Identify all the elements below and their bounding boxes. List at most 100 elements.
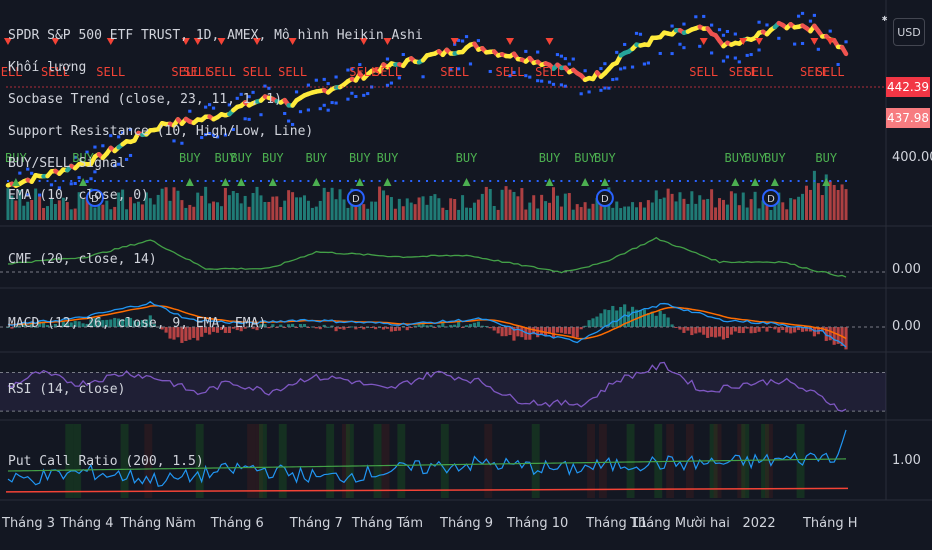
buy-label: BUY — [230, 151, 252, 165]
support-mark — [385, 83, 390, 87]
volume-bar — [654, 190, 658, 220]
band-mark — [560, 180, 563, 182]
support-mark — [290, 122, 295, 126]
volume-bar — [370, 201, 374, 220]
sell-arrow — [359, 38, 368, 45]
resistance-mark — [117, 135, 121, 139]
resistance-mark — [93, 145, 97, 149]
resistance-mark — [757, 20, 761, 24]
pcr-highlight — [144, 424, 153, 498]
band-mark — [220, 180, 223, 182]
volume-bar — [255, 186, 259, 220]
volume-bar — [97, 200, 101, 220]
band-mark — [62, 180, 65, 182]
resistance-mark — [812, 13, 816, 17]
macd-histogram-bar — [777, 327, 781, 333]
macd-histogram-bar — [255, 327, 259, 331]
currency-button[interactable]: USD — [893, 18, 925, 46]
support-mark — [49, 183, 54, 187]
support-mark — [421, 75, 425, 79]
macd-histogram-bar — [334, 327, 338, 332]
resistance-mark — [623, 42, 627, 46]
macd-histogram-bar — [824, 327, 828, 341]
macd-histogram-bar — [271, 324, 275, 327]
band-mark — [6, 180, 9, 182]
macd-histogram-bar — [713, 327, 718, 338]
support-mark — [615, 77, 619, 81]
support-mark — [623, 66, 627, 70]
volume-bar — [148, 198, 152, 220]
macd-histogram-bar — [89, 319, 93, 327]
band-mark — [259, 180, 262, 182]
volume-bar — [801, 193, 805, 220]
macd-histogram-bar — [105, 319, 109, 327]
volume-bar — [267, 201, 271, 220]
volume-bar — [457, 209, 461, 220]
band-mark — [331, 180, 334, 182]
support-mark — [603, 86, 607, 90]
support-mark — [215, 135, 220, 139]
macd-histogram-bar — [741, 327, 745, 334]
volume-bar — [326, 191, 330, 220]
macd-histogram-bar — [793, 327, 797, 333]
resistance-mark — [702, 14, 706, 18]
support-mark — [231, 127, 235, 131]
band-mark — [631, 180, 634, 182]
macd-histogram-bar — [45, 325, 50, 327]
volume-bar — [152, 204, 156, 220]
volume-bar — [235, 193, 239, 220]
support-mark — [200, 136, 204, 140]
support-mark — [223, 133, 227, 137]
volume-bar — [516, 196, 520, 220]
sell-label: SELL — [183, 65, 212, 79]
resistance-mark — [346, 68, 350, 72]
resistance-mark — [524, 49, 528, 53]
macd-histogram-bar — [117, 318, 121, 327]
sell-label: SELL — [41, 65, 70, 79]
volume-bar — [567, 193, 571, 220]
volume-bar — [188, 204, 192, 220]
support-mark — [73, 181, 77, 185]
macd-histogram-bar — [488, 327, 492, 329]
buy-label: BUY — [72, 151, 94, 165]
pcr-highlight — [326, 424, 335, 498]
macd-histogram-bar — [374, 327, 378, 330]
macd-histogram-bar — [164, 327, 168, 333]
settings-gear-icon[interactable]: ✱ — [882, 14, 888, 24]
volume-bar — [824, 174, 828, 220]
volume-bar — [729, 191, 733, 220]
band-mark — [291, 180, 294, 182]
macd-histogram-bar — [34, 326, 38, 328]
volume-bar — [749, 199, 753, 220]
macd-histogram-bar — [61, 321, 65, 327]
pcr-highlight — [796, 424, 805, 498]
buy-arrow — [79, 178, 88, 186]
support-mark — [366, 92, 370, 96]
macd-histogram-bar — [405, 327, 409, 331]
macd-histogram-bar — [350, 326, 354, 328]
cmf-zero-tick: 0.00 — [892, 262, 921, 277]
volume-bar — [828, 180, 832, 220]
macd-histogram-bar — [563, 327, 567, 334]
volume-bar — [678, 192, 682, 220]
macd-histogram-bar — [480, 325, 484, 327]
band-mark — [157, 180, 160, 182]
macd-histogram-bar — [698, 327, 702, 333]
macd-histogram-bar — [93, 318, 97, 327]
support-mark — [524, 74, 528, 78]
pcr-highlight — [440, 424, 449, 498]
macd-histogram-bar — [587, 320, 591, 327]
macd-histogram-bar — [551, 327, 556, 338]
sell-label: SELL — [816, 65, 845, 79]
support-mark — [528, 75, 532, 79]
sell-label: SELL — [496, 65, 525, 79]
volume-bar — [702, 199, 706, 220]
volume-bar — [330, 187, 334, 220]
volume-bar — [638, 202, 642, 220]
buy-arrow — [185, 178, 194, 186]
volume-bar — [465, 207, 469, 220]
macd-histogram-bar — [773, 327, 777, 330]
volume-bar — [338, 189, 342, 220]
sell-arrow — [3, 38, 12, 45]
